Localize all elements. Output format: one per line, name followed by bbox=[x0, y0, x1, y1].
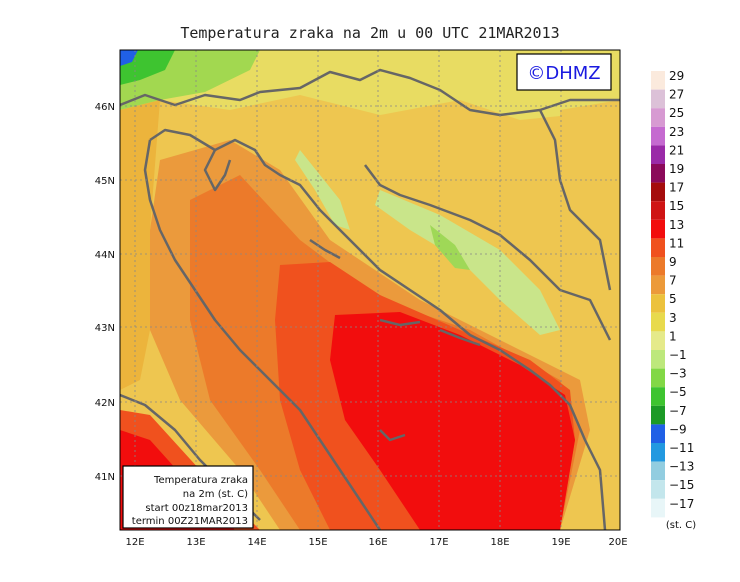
colorbar-label: −3 bbox=[669, 367, 687, 381]
colorbar-swatch bbox=[651, 219, 665, 239]
info-line: termin 00Z21MAR2013 bbox=[132, 516, 248, 527]
field-nw-blue bbox=[120, 50, 138, 66]
colorbar-swatch bbox=[651, 443, 665, 462]
temperature-field bbox=[120, 50, 620, 530]
colorbar-unit: (st. C) bbox=[666, 520, 696, 531]
colorbar-swatch bbox=[651, 294, 665, 313]
northern-border bbox=[120, 68, 620, 117]
island-1 bbox=[309, 238, 341, 260]
colorbar-label: 9 bbox=[669, 255, 677, 269]
colorbar-label: 15 bbox=[669, 199, 684, 213]
logo-text: ©DHMZ bbox=[527, 63, 600, 84]
lon-label: 20E bbox=[608, 537, 627, 548]
colorbar-swatch bbox=[651, 108, 665, 127]
lat-label: 41N bbox=[95, 472, 115, 483]
info-line: start 00z18mar2013 bbox=[145, 503, 248, 514]
colorbar-label: 11 bbox=[669, 236, 684, 250]
field-mountain-green bbox=[430, 225, 470, 270]
lon-label: 14E bbox=[247, 537, 266, 548]
dhmz-logo: ©DHMZ bbox=[516, 53, 612, 91]
colorbar-label: 5 bbox=[669, 292, 677, 306]
colorbar-label: 23 bbox=[669, 125, 684, 139]
field-nw-darkgreen bbox=[120, 50, 175, 85]
lon-label: 13E bbox=[186, 537, 205, 548]
colorbar-swatch bbox=[651, 461, 665, 481]
colorbar-swatch bbox=[651, 126, 665, 146]
serbia-border bbox=[538, 109, 612, 291]
island-3 bbox=[439, 328, 481, 347]
colorbar-label: −13 bbox=[669, 460, 694, 474]
colorbar-swatch bbox=[651, 89, 665, 109]
istria bbox=[203, 149, 232, 192]
colorbar-swatch bbox=[651, 257, 665, 276]
lon-label: 15E bbox=[308, 537, 327, 548]
field-velebit-light bbox=[295, 150, 350, 230]
west-adriatic-coast bbox=[143, 139, 382, 530]
lat-label: 46N bbox=[95, 102, 115, 113]
field-south-red bbox=[330, 312, 575, 530]
colorbar-label: −9 bbox=[669, 422, 687, 436]
field-dinaric-light bbox=[375, 190, 560, 335]
colorbar-label: 7 bbox=[669, 274, 677, 288]
colorbar-swatch bbox=[651, 480, 665, 499]
lon-label: 18E bbox=[490, 537, 509, 548]
lat-labels: 46N 45N 44N 43N 42N 41N bbox=[95, 102, 115, 483]
colorbar-swatch bbox=[651, 275, 665, 295]
colorbar-swatch bbox=[651, 498, 665, 518]
info-box: Temperatura zraka na 2m (st. C) start 00… bbox=[122, 465, 254, 529]
colorbar-label: 13 bbox=[669, 218, 684, 232]
lat-label: 42N bbox=[95, 398, 115, 409]
colorbar-swatch bbox=[651, 71, 665, 90]
colorbar-label: 1 bbox=[669, 329, 677, 343]
colorbar-label: 25 bbox=[669, 106, 684, 120]
colorbar-swatch bbox=[651, 405, 665, 425]
lon-labels: 12E 13E 14E 15E 16E 17E 18E 19E 20E bbox=[125, 537, 627, 548]
colorbar-label: −5 bbox=[669, 385, 687, 399]
colorbar-label: −17 bbox=[669, 497, 694, 511]
lat-label: 45N bbox=[95, 176, 115, 187]
colorbar-label: 29 bbox=[669, 69, 684, 83]
colorbar-label: −15 bbox=[669, 478, 694, 492]
colorbar: 29 27 25 23 21 19 17 15 13 11 9 7 5 3 1 −1 −3 −5 −7 −9 −11 −1… bbox=[651, 69, 694, 518]
info-line: na 2m (st. C) bbox=[183, 489, 248, 500]
colorbar-label: −7 bbox=[669, 404, 687, 418]
map-frame bbox=[119, 49, 621, 531]
colorbar-swatch bbox=[651, 350, 665, 369]
island-2 bbox=[379, 318, 421, 327]
colorbar-label: −1 bbox=[669, 348, 687, 362]
colorbar-swatch bbox=[651, 238, 665, 257]
colorbar-swatch bbox=[651, 182, 665, 202]
lat-label: 43N bbox=[95, 323, 115, 334]
colorbar-swatch bbox=[651, 331, 665, 350]
lon-label: 16E bbox=[368, 537, 387, 548]
lon-label: 19E bbox=[551, 537, 570, 548]
colorbar-swatch bbox=[651, 145, 665, 164]
colorbar-swatch bbox=[651, 368, 665, 388]
info-line: Temperatura zraka bbox=[153, 475, 248, 486]
colorbar-label: 17 bbox=[669, 181, 684, 195]
colorbar-label: 21 bbox=[669, 143, 684, 157]
lon-label: 17E bbox=[429, 537, 448, 548]
colorbar-label: −11 bbox=[669, 441, 694, 455]
colorbar-swatch bbox=[651, 164, 665, 183]
graticule bbox=[120, 50, 620, 530]
colorbar-swatch bbox=[651, 201, 665, 220]
colorbar-label: 27 bbox=[669, 88, 684, 102]
lon-label: 12E bbox=[125, 537, 144, 548]
field-italy-coast bbox=[120, 100, 160, 390]
colorbar-label: 19 bbox=[669, 162, 684, 176]
colorbar-swatch bbox=[651, 424, 665, 443]
colorbar-swatch bbox=[651, 387, 665, 406]
east-adriatic-coast bbox=[149, 128, 607, 530]
colorbar-label: 3 bbox=[669, 311, 677, 325]
gargano bbox=[379, 429, 406, 442]
field-east-yellow bbox=[560, 100, 620, 340]
colorbar-swatch bbox=[651, 312, 665, 332]
map-title: Temperatura zraka na 2m u 00 UTC 21MAR20… bbox=[180, 24, 560, 42]
lat-label: 44N bbox=[95, 250, 115, 261]
